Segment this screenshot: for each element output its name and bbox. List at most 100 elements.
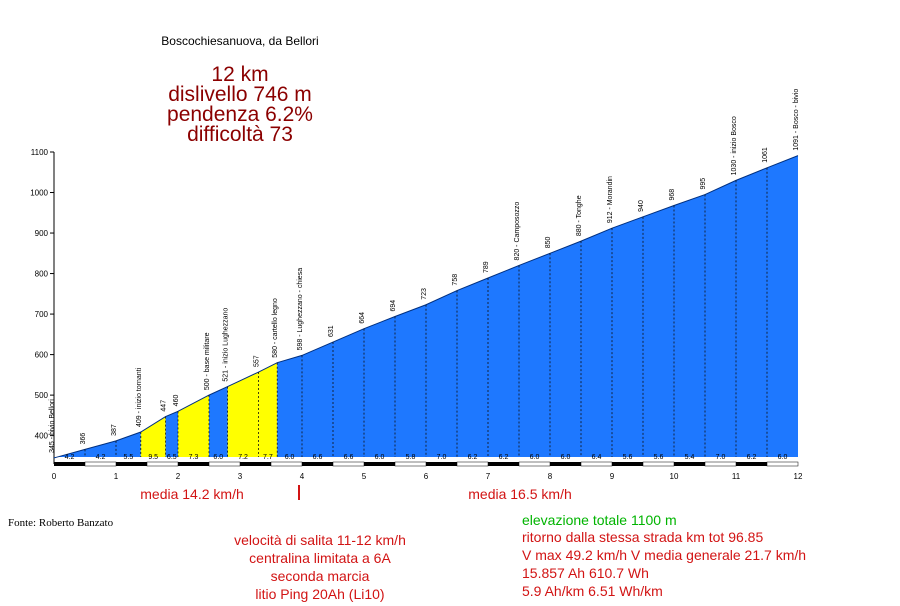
page-title: Boscochiesanuova, da Bellori bbox=[161, 34, 319, 48]
profile-segment bbox=[364, 316, 395, 457]
profile-segment bbox=[488, 265, 519, 457]
y-tick-label: 800 bbox=[35, 270, 49, 279]
point-label: 968 bbox=[669, 189, 676, 201]
y-tick-label: 500 bbox=[35, 391, 49, 400]
profile-segment bbox=[277, 355, 302, 457]
note-battery: litio Ping 20Ah (Li10) bbox=[255, 586, 385, 602]
distance-bar-dark bbox=[550, 462, 581, 466]
grade-label: 5.5 bbox=[124, 454, 134, 461]
grade-label: 5.4 bbox=[685, 454, 695, 461]
profile-segment bbox=[165, 411, 178, 457]
distance-bar-light bbox=[84, 461, 117, 467]
distance-bar-light bbox=[766, 461, 799, 467]
distance-bar-dark bbox=[364, 462, 395, 466]
profile-segment bbox=[705, 180, 736, 457]
point-label: 723 bbox=[421, 288, 428, 300]
point-label: 694 bbox=[390, 300, 397, 312]
x-tick-label: 1 bbox=[114, 472, 119, 481]
grade-label: 6.2 bbox=[747, 454, 757, 461]
y-tick-label: 600 bbox=[35, 351, 49, 360]
grade-label: 9.5 bbox=[148, 454, 158, 461]
profile-segment bbox=[333, 328, 364, 457]
point-label: 664 bbox=[359, 312, 366, 324]
stat-elevation-gain: dislivello 746 m bbox=[168, 83, 312, 106]
grade-label: 7.0 bbox=[716, 454, 726, 461]
profile-segment bbox=[674, 194, 705, 457]
point-label: 409 - inizio tornanti bbox=[136, 367, 143, 427]
x-tick-label: 4 bbox=[300, 472, 305, 481]
y-tick-label: 700 bbox=[35, 310, 49, 319]
distance-bar-light bbox=[146, 461, 179, 467]
distance-bar-light bbox=[580, 461, 613, 467]
distance-bar-dark bbox=[426, 462, 457, 466]
note-controller-limit: centralina limitata a 6A bbox=[249, 550, 391, 566]
distance-bar-dark bbox=[674, 462, 705, 466]
note-speeds: V max 49.2 km/h V media generale 21.7 km… bbox=[522, 547, 807, 563]
x-tick-label: 2 bbox=[176, 472, 181, 481]
y-tick-label: 1000 bbox=[30, 189, 48, 198]
point-label: 521 - inizio Lughezzano bbox=[223, 308, 230, 382]
grade-label: 5.6 bbox=[654, 454, 664, 461]
point-label: 1091 - Bosco - bivio bbox=[793, 89, 800, 151]
profile-segment bbox=[178, 395, 209, 457]
x-tick-label: 5 bbox=[362, 472, 367, 481]
profile-segment bbox=[258, 362, 278, 457]
profile-segment bbox=[457, 278, 488, 457]
y-tick-label: 900 bbox=[35, 229, 49, 238]
point-label: 850 bbox=[545, 237, 552, 249]
speed-label-second-section: media 16.5 km/h bbox=[468, 486, 572, 502]
speed-label-first-section: media 14.2 km/h bbox=[140, 486, 244, 502]
point-label: 580 - cartello legno bbox=[272, 298, 279, 358]
point-label: 500 - base militare bbox=[204, 332, 211, 390]
grade-label: 7.0 bbox=[437, 454, 447, 461]
point-label: 880 - Tonghe bbox=[576, 195, 583, 236]
distance-bar-light bbox=[456, 461, 489, 467]
grade-label: 6.5 bbox=[167, 454, 177, 461]
profile-segment bbox=[519, 253, 550, 457]
x-tick-label: 10 bbox=[670, 472, 679, 481]
distance-bar-light bbox=[394, 461, 427, 467]
distance-bar-light bbox=[208, 461, 241, 467]
distance-bar-light bbox=[704, 461, 737, 467]
point-label: 631 bbox=[328, 325, 335, 337]
distance-bar-light bbox=[642, 461, 675, 467]
point-label: 789 bbox=[483, 261, 490, 273]
y-tick-label: 1100 bbox=[31, 148, 49, 157]
grade-label: 5.8 bbox=[406, 454, 416, 461]
note-total-elevation: elevazione totale 1100 m bbox=[522, 512, 677, 528]
grade-label: 6.2 bbox=[468, 454, 478, 461]
profile-segment bbox=[140, 416, 166, 457]
source-credit: Fonte: Roberto Banzato bbox=[8, 517, 114, 529]
profile-segment bbox=[227, 372, 259, 457]
point-label: 995 bbox=[700, 178, 707, 190]
point-label: 345 - bivio Bellori bbox=[49, 399, 56, 453]
stat-difficulty: difficoltà 73 bbox=[187, 123, 293, 146]
point-label: 447 bbox=[161, 400, 168, 412]
point-label: 1030 - inizio Bosco bbox=[731, 116, 738, 175]
profile-segment bbox=[395, 304, 426, 457]
grade-label: 6.4 bbox=[592, 454, 602, 461]
grade-label: 6.0 bbox=[213, 454, 223, 461]
x-tick-label: 12 bbox=[794, 472, 803, 481]
profile-segment bbox=[85, 440, 116, 457]
grade-label: 6.6 bbox=[313, 454, 323, 461]
point-label: 758 bbox=[452, 274, 459, 286]
point-label: 387 bbox=[111, 424, 118, 436]
grade-label: 6.2 bbox=[499, 454, 509, 461]
grade-label: 6.0 bbox=[778, 454, 788, 461]
note-energy: 15.857 Ah 610.7 Wh bbox=[522, 565, 649, 581]
point-label: 940 bbox=[638, 200, 645, 212]
y-tick-label: 400 bbox=[35, 432, 49, 441]
distance-bar-dark bbox=[488, 462, 519, 466]
distance-bar-dark bbox=[612, 462, 643, 466]
distance-bar-light bbox=[332, 461, 365, 467]
grade-label: 6.0 bbox=[561, 454, 571, 461]
grade-label: 6.0 bbox=[285, 454, 295, 461]
point-label: 912 - Morandin bbox=[607, 176, 614, 223]
note-gear: seconda marcia bbox=[270, 568, 370, 584]
grade-label: 7.7 bbox=[263, 454, 273, 461]
profile-segment bbox=[581, 228, 612, 457]
grade-label: 7.2 bbox=[238, 454, 248, 461]
